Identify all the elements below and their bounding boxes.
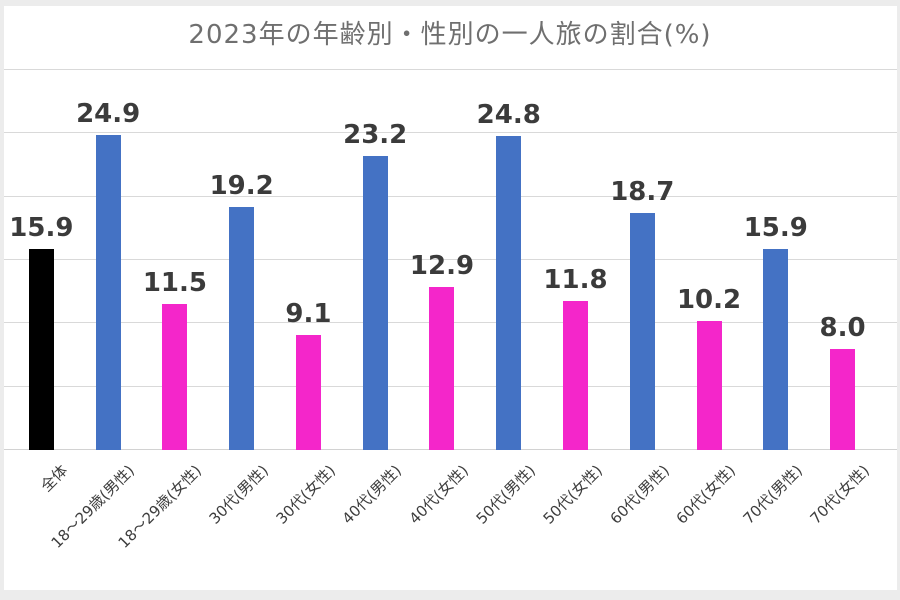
x-axis-cell: 60代(男性) bbox=[606, 450, 676, 590]
bar-value-label: 23.2 bbox=[343, 120, 408, 151]
bar bbox=[696, 320, 722, 450]
x-axis-cell: 70代(男性) bbox=[740, 450, 809, 590]
bar-column: 11.5 bbox=[142, 70, 209, 450]
bar-column: 11.8 bbox=[542, 70, 609, 450]
bar bbox=[28, 248, 54, 450]
bar bbox=[162, 304, 188, 450]
x-axis-cell: 40代(男性) bbox=[339, 450, 409, 590]
x-axis-label: 30代(女性) bbox=[272, 461, 339, 528]
bar bbox=[295, 334, 321, 450]
bar bbox=[362, 156, 388, 450]
gridline bbox=[4, 69, 897, 70]
bar bbox=[429, 286, 455, 450]
x-axis-cell: 60代(女性) bbox=[673, 450, 743, 590]
x-axis-label: 70代(女性) bbox=[806, 461, 873, 528]
x-axis-label: 60代(女性) bbox=[672, 461, 740, 528]
bar bbox=[629, 213, 655, 450]
x-axis-label: 40代(男性) bbox=[339, 461, 406, 528]
bar-value-label: 19.2 bbox=[209, 170, 274, 201]
x-axis-label: 40代(女性) bbox=[405, 461, 473, 528]
x-axis-label: 50代(男性) bbox=[472, 461, 539, 528]
bar-value-label: 24.9 bbox=[76, 98, 141, 129]
bar-column: 15.9 bbox=[8, 70, 75, 450]
x-axis-cell: 18〜29歳(女性) bbox=[115, 450, 209, 590]
bar-value-label: 15.9 bbox=[743, 212, 808, 243]
bar-column: 10.2 bbox=[676, 70, 743, 450]
bar bbox=[229, 206, 255, 450]
bar-column: 9.1 bbox=[275, 70, 342, 450]
bar-column: 24.8 bbox=[475, 70, 542, 450]
bar-column: 18.7 bbox=[609, 70, 676, 450]
bar bbox=[763, 248, 789, 450]
x-axis-cell: 30代(女性) bbox=[272, 450, 342, 590]
bar-value-label: 11.8 bbox=[543, 264, 608, 295]
x-axis-cell: 40代(女性) bbox=[406, 450, 476, 590]
bar-value-label: 15.9 bbox=[9, 212, 74, 243]
x-axis-cell: 70代(女性) bbox=[806, 450, 876, 590]
bars-layer: 15.9 24.9 11.5 19.2 9.1 23.2 12.9 24.8 11.8 18.7 1… bbox=[8, 70, 876, 450]
bar-value-label: 24.8 bbox=[476, 99, 541, 130]
x-axis-label: 30代(男性) bbox=[205, 461, 272, 528]
bar-column: 15.9 bbox=[742, 70, 809, 450]
chart-title: 2023年の年齢別・性別の一人旅の割合(%) bbox=[188, 20, 712, 50]
bar bbox=[830, 348, 856, 450]
bar-column: 12.9 bbox=[409, 70, 476, 450]
bar-column: 19.2 bbox=[208, 70, 275, 450]
bar-column: 24.9 bbox=[75, 70, 142, 450]
bar bbox=[95, 134, 121, 450]
bar bbox=[496, 135, 522, 450]
bar-column: 8.0 bbox=[809, 70, 876, 450]
x-axis-cell: 30代(男性) bbox=[206, 450, 275, 590]
x-axis-label: 50代(女性) bbox=[539, 461, 606, 528]
bar-value-label: 9.1 bbox=[285, 298, 332, 329]
bar-value-label: 10.2 bbox=[676, 284, 742, 315]
bar-column: 23.2 bbox=[342, 70, 409, 450]
x-axis-cell: 50代(男性) bbox=[473, 450, 542, 590]
x-axis-label: 60代(男性) bbox=[606, 461, 673, 528]
x-axis-label: 全体 bbox=[37, 461, 72, 496]
bar-value-label: 11.5 bbox=[142, 268, 207, 299]
x-axis-cell: 50代(女性) bbox=[539, 450, 609, 590]
bar bbox=[563, 300, 588, 450]
x-axis-label: 70代(男性) bbox=[739, 461, 806, 528]
gridline bbox=[4, 132, 897, 134]
bar-value-label: 8.0 bbox=[819, 312, 866, 343]
bar-value-label: 12.9 bbox=[409, 250, 475, 281]
gridline bbox=[4, 195, 897, 197]
gridline bbox=[4, 259, 897, 260]
bar-value-label: 18.7 bbox=[610, 177, 675, 208]
x-axis-labels-row: 全体 18〜29歳(男性) 18〜29歳(女性) 30代(男性) 30代(女性) 40代(… bbox=[8, 450, 876, 590]
